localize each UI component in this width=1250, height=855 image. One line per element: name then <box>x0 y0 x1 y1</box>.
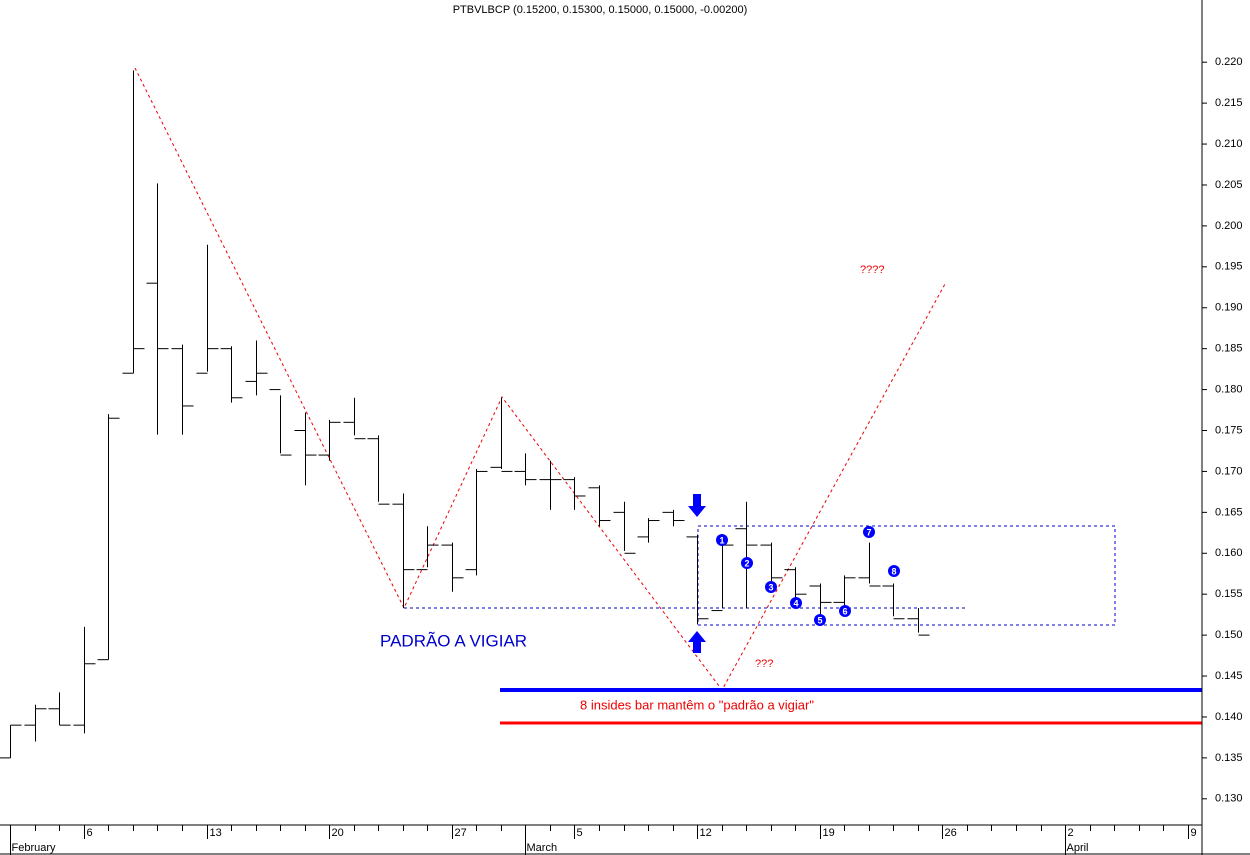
x-tick-label: 20 <box>332 827 344 839</box>
y-tick-label: 0.155 <box>1215 588 1243 600</box>
month-label: February <box>12 842 57 854</box>
marker-label: 8 <box>891 566 896 576</box>
marker-label: 5 <box>817 615 822 625</box>
drawing-layer: PADRÃO A VIGIAR 8 insides bar mantêm o "… <box>134 67 1202 725</box>
marker-label: 1 <box>719 535 724 545</box>
y-tick-label: 0.185 <box>1215 343 1243 355</box>
y-tick-label: 0.145 <box>1215 670 1243 682</box>
annotation: 8 insides bar mantêm o "padrão a vigiar" <box>580 697 814 712</box>
y-tick-label: 0.205 <box>1215 179 1243 191</box>
annotation: ??? <box>755 658 773 670</box>
annotation: ???? <box>860 264 884 276</box>
y-tick-label: 0.215 <box>1215 97 1243 109</box>
y-tick-label: 0.175 <box>1215 424 1243 436</box>
marker-circle <box>790 597 802 609</box>
marker-label: 3 <box>768 582 773 592</box>
y-tick-label: 0.180 <box>1215 383 1243 395</box>
y-tick-label: 0.200 <box>1215 220 1243 232</box>
annotation: PADRÃO A VIGIAR <box>380 631 527 650</box>
up-arrow <box>688 631 706 653</box>
down-arrow <box>688 494 706 517</box>
y-tick-label: 0.160 <box>1215 547 1243 559</box>
x-tick-label: 26 <box>945 827 957 839</box>
marker-label: 2 <box>744 558 749 568</box>
x-tick-label: 13 <box>210 827 222 839</box>
y-tick-label: 0.130 <box>1215 793 1243 805</box>
x-tick-label: 6 <box>87 827 93 839</box>
marker-circle <box>814 614 826 626</box>
y-tick-label: 0.190 <box>1215 302 1243 314</box>
marker-circle <box>765 581 777 593</box>
marker-label: 7 <box>866 527 871 537</box>
chart-title: PTBVLBCP (0.15200, 0.15300, 0.15000, 0.1… <box>453 4 748 16</box>
y-tick-label: 0.220 <box>1215 56 1243 68</box>
marker-circle <box>888 565 900 577</box>
marker-circle <box>863 526 875 538</box>
x-tick-label: 19 <box>823 827 835 839</box>
month-label: April <box>1067 842 1089 854</box>
zigzag-line <box>134 67 946 691</box>
y-tick-label: 0.135 <box>1215 752 1243 764</box>
y-tick-label: 0.150 <box>1215 629 1243 641</box>
x-tick-label: 27 <box>455 827 467 839</box>
x-tick-label: 5 <box>577 827 583 839</box>
x-tick-label: 12 <box>700 827 712 839</box>
marker-circle <box>741 557 753 569</box>
marker-circle <box>839 605 851 617</box>
y-tick-label: 0.140 <box>1215 711 1243 723</box>
marker-label: 6 <box>842 606 847 616</box>
marker-circle <box>716 534 728 546</box>
x-tick-label: 9 <box>1191 827 1197 839</box>
marker-label: 4 <box>793 598 798 608</box>
month-label: March <box>527 842 558 854</box>
y-tick-label: 0.195 <box>1215 261 1243 273</box>
y-tick-label: 0.170 <box>1215 465 1243 477</box>
y-tick-label: 0.210 <box>1215 138 1243 150</box>
range-box <box>697 525 1116 626</box>
y-tick-label: 0.165 <box>1215 506 1243 518</box>
x-tick-label: 2 <box>1068 827 1074 839</box>
